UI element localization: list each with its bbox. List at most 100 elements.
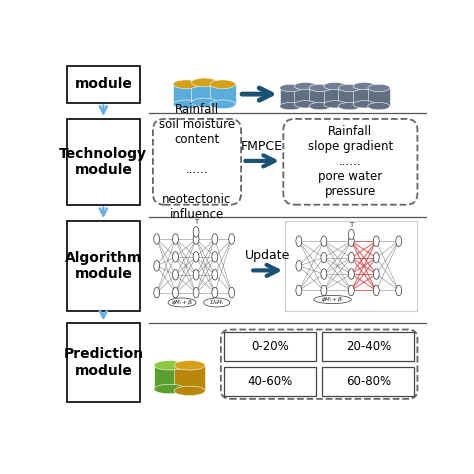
Ellipse shape bbox=[173, 100, 199, 109]
Ellipse shape bbox=[353, 100, 375, 108]
Ellipse shape bbox=[193, 227, 199, 237]
Ellipse shape bbox=[374, 269, 379, 279]
FancyBboxPatch shape bbox=[154, 365, 185, 389]
Ellipse shape bbox=[294, 100, 317, 108]
FancyBboxPatch shape bbox=[368, 88, 390, 106]
Text: 20-40%: 20-40% bbox=[346, 340, 391, 353]
Ellipse shape bbox=[321, 252, 327, 263]
Ellipse shape bbox=[212, 287, 218, 298]
Ellipse shape bbox=[348, 236, 354, 246]
Ellipse shape bbox=[280, 84, 302, 91]
Ellipse shape bbox=[193, 270, 199, 280]
Ellipse shape bbox=[154, 234, 160, 244]
Ellipse shape bbox=[173, 287, 178, 298]
FancyBboxPatch shape bbox=[224, 367, 316, 396]
Text: Prediction
module: Prediction module bbox=[63, 347, 144, 378]
Text: Algorithm
module: Algorithm module bbox=[65, 251, 142, 281]
Text: 40-60%: 40-60% bbox=[247, 375, 292, 388]
Ellipse shape bbox=[368, 84, 390, 91]
Ellipse shape bbox=[210, 80, 236, 89]
Ellipse shape bbox=[174, 361, 205, 370]
Ellipse shape bbox=[173, 80, 199, 89]
Ellipse shape bbox=[348, 269, 354, 279]
Text: Rainfall
soil moisture
content

......

neotectonic
influence: Rainfall soil moisture content ...... ne… bbox=[159, 103, 235, 221]
Text: module: module bbox=[74, 77, 132, 91]
Ellipse shape bbox=[212, 234, 218, 244]
FancyBboxPatch shape bbox=[66, 323, 140, 402]
FancyBboxPatch shape bbox=[66, 119, 140, 205]
FancyBboxPatch shape bbox=[294, 86, 316, 104]
Ellipse shape bbox=[173, 252, 178, 262]
FancyBboxPatch shape bbox=[224, 332, 316, 361]
Ellipse shape bbox=[294, 82, 317, 90]
Ellipse shape bbox=[193, 234, 199, 244]
Ellipse shape bbox=[154, 261, 160, 271]
Ellipse shape bbox=[296, 261, 302, 271]
Ellipse shape bbox=[396, 236, 401, 246]
FancyBboxPatch shape bbox=[66, 221, 140, 310]
Text: 60-80%: 60-80% bbox=[346, 375, 391, 388]
Text: T: T bbox=[194, 219, 198, 225]
FancyBboxPatch shape bbox=[353, 86, 375, 104]
FancyBboxPatch shape bbox=[283, 119, 418, 205]
FancyBboxPatch shape bbox=[285, 221, 418, 310]
FancyBboxPatch shape bbox=[174, 365, 205, 391]
Ellipse shape bbox=[338, 102, 361, 110]
FancyBboxPatch shape bbox=[191, 82, 217, 102]
Text: $\phi M_i + \beta_i$: $\phi M_i + \beta_i$ bbox=[321, 295, 344, 304]
Ellipse shape bbox=[229, 234, 235, 244]
Ellipse shape bbox=[193, 252, 199, 262]
Ellipse shape bbox=[154, 361, 185, 370]
Ellipse shape bbox=[348, 252, 354, 263]
Ellipse shape bbox=[374, 285, 379, 296]
Ellipse shape bbox=[309, 102, 331, 110]
FancyBboxPatch shape bbox=[149, 221, 243, 310]
Text: T: T bbox=[349, 222, 354, 228]
Ellipse shape bbox=[348, 229, 354, 240]
FancyBboxPatch shape bbox=[221, 329, 418, 399]
Text: Update: Update bbox=[245, 249, 291, 263]
Ellipse shape bbox=[193, 287, 199, 298]
Ellipse shape bbox=[174, 386, 205, 396]
Ellipse shape bbox=[314, 295, 351, 304]
FancyBboxPatch shape bbox=[66, 66, 140, 102]
Text: $\phi M_i + \beta_i$: $\phi M_i + \beta_i$ bbox=[171, 298, 193, 307]
FancyBboxPatch shape bbox=[280, 88, 301, 106]
Text: Rainfall
slope gradient
......
pore water
pressure: Rainfall slope gradient ...... pore wate… bbox=[308, 125, 393, 198]
FancyBboxPatch shape bbox=[322, 332, 414, 361]
Ellipse shape bbox=[321, 285, 327, 296]
FancyBboxPatch shape bbox=[210, 84, 236, 104]
Ellipse shape bbox=[309, 84, 331, 91]
Ellipse shape bbox=[191, 98, 217, 107]
Ellipse shape bbox=[210, 100, 236, 109]
Ellipse shape bbox=[374, 236, 379, 246]
Ellipse shape bbox=[353, 82, 375, 90]
Ellipse shape bbox=[203, 298, 230, 307]
Ellipse shape bbox=[191, 78, 217, 87]
Ellipse shape bbox=[173, 234, 178, 244]
Ellipse shape bbox=[296, 236, 302, 246]
FancyBboxPatch shape bbox=[309, 88, 331, 106]
Text: Technology
module: Technology module bbox=[59, 147, 147, 177]
FancyBboxPatch shape bbox=[324, 86, 346, 104]
Text: $\Sigma\lambda_i M_i$: $\Sigma\lambda_i M_i$ bbox=[209, 298, 225, 307]
Ellipse shape bbox=[212, 252, 218, 262]
Ellipse shape bbox=[229, 287, 235, 298]
FancyBboxPatch shape bbox=[153, 119, 241, 205]
Ellipse shape bbox=[154, 384, 185, 394]
FancyBboxPatch shape bbox=[338, 88, 360, 106]
Ellipse shape bbox=[321, 236, 327, 246]
Ellipse shape bbox=[368, 102, 390, 110]
Text: FMPCE: FMPCE bbox=[241, 140, 283, 153]
Ellipse shape bbox=[324, 100, 346, 108]
Ellipse shape bbox=[154, 287, 160, 298]
Ellipse shape bbox=[296, 285, 302, 296]
Ellipse shape bbox=[348, 285, 354, 296]
Ellipse shape bbox=[396, 285, 401, 296]
Ellipse shape bbox=[338, 84, 361, 91]
Text: 0-20%: 0-20% bbox=[251, 340, 289, 353]
Ellipse shape bbox=[280, 102, 302, 110]
Ellipse shape bbox=[374, 252, 379, 263]
FancyBboxPatch shape bbox=[322, 367, 414, 396]
Ellipse shape bbox=[168, 298, 196, 307]
